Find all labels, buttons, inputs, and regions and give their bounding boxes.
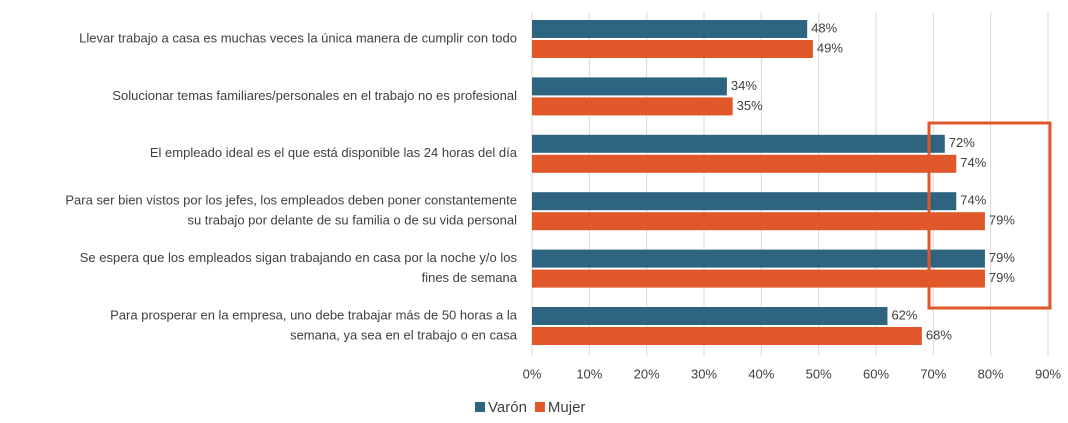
category-label: El empleado ideal es el que está disponi… [150,145,518,160]
bar [532,97,733,116]
data-label: 34% [731,78,757,93]
bar [532,77,727,96]
category-label: fines de semana [422,270,518,285]
data-label: 74% [960,193,986,208]
category-label: Para ser bien vistos por los jefes, los … [65,193,517,208]
highlight-box [927,121,1052,310]
x-tick-label: 50% [806,366,832,381]
legend-swatch [534,402,545,412]
bar [532,134,945,153]
data-label: 35% [737,98,763,113]
x-tick-label: 70% [920,366,946,381]
bar [532,269,985,288]
category-label: su trabajo por delante de su familia o d… [187,213,517,228]
category-label: Llevar trabajo a casa es muchas veces la… [79,30,517,45]
data-label: 79% [989,213,1015,228]
bar [532,249,985,268]
bar [532,307,888,325]
category-label: Solucionar temas familiares/personales e… [112,88,517,103]
x-tick-label: 90% [1035,366,1061,381]
bar [532,212,985,231]
bar [532,154,957,173]
x-tick-label: 60% [863,366,889,381]
data-label: 79% [989,250,1015,265]
x-tick-label: 10% [576,366,602,381]
data-label: 68% [926,327,952,342]
legend-label: Varón [488,399,527,416]
x-tick-label: 0% [523,366,542,381]
data-label: 72% [949,135,975,150]
category-label: Se espera que los empleados sigan trabaj… [80,250,518,265]
category-label: Para prosperar en la empresa, uno debe t… [110,307,518,322]
bar [532,20,808,38]
x-tick-label: 20% [634,366,660,381]
x-tick-label: 40% [748,366,774,381]
data-label: 62% [891,307,917,322]
bar [532,192,957,211]
bar [532,327,922,345]
x-tick-label: 30% [691,366,717,381]
category-label: semana, ya sea en el trabajo o en casa [290,327,518,342]
legend-label: Mujer [548,399,586,416]
bar [532,40,813,58]
data-label: 49% [817,40,843,55]
x-tick-label: 80% [978,366,1004,381]
data-label: 74% [960,155,986,170]
data-label: 79% [989,270,1015,285]
legend-swatch [475,402,485,412]
data-label: 48% [811,20,837,35]
